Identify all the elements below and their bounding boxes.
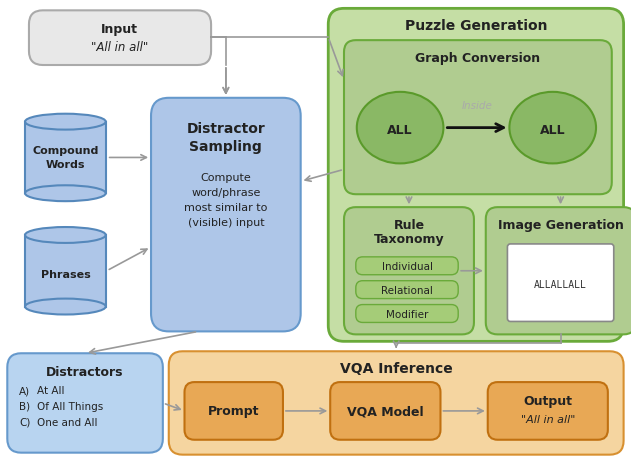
Text: most similar to: most similar to [184, 203, 268, 213]
Text: VQA Model: VQA Model [347, 405, 424, 418]
Ellipse shape [356, 93, 444, 164]
Text: Graph Conversion: Graph Conversion [415, 51, 540, 64]
FancyBboxPatch shape [344, 41, 612, 195]
Text: ALLALLALL: ALLALLALL [534, 279, 587, 289]
Text: Inside: Inside [461, 100, 492, 111]
FancyBboxPatch shape [508, 244, 614, 322]
Ellipse shape [509, 93, 596, 164]
Text: Individual: Individual [381, 261, 433, 271]
Text: Input: Input [101, 23, 138, 36]
Text: Prompt: Prompt [208, 405, 259, 418]
FancyBboxPatch shape [29, 11, 211, 66]
Polygon shape [25, 122, 106, 194]
Text: Distractors: Distractors [46, 365, 124, 378]
Ellipse shape [25, 114, 106, 130]
Ellipse shape [25, 186, 106, 202]
Text: Words: Words [45, 160, 85, 170]
FancyBboxPatch shape [356, 305, 458, 323]
FancyBboxPatch shape [151, 99, 301, 332]
Text: B): B) [19, 401, 30, 411]
Polygon shape [25, 236, 106, 307]
Ellipse shape [25, 299, 106, 315]
Text: At All: At All [37, 385, 65, 395]
Text: "All in all": "All in all" [520, 414, 575, 424]
Text: One and All: One and All [37, 417, 97, 427]
FancyBboxPatch shape [356, 281, 458, 299]
FancyBboxPatch shape [330, 382, 440, 440]
Text: Output: Output [524, 394, 572, 407]
Text: Phrases: Phrases [40, 269, 90, 279]
Text: Rule: Rule [394, 218, 424, 231]
Text: Image Generation: Image Generation [498, 218, 623, 231]
FancyBboxPatch shape [344, 208, 474, 335]
FancyBboxPatch shape [356, 257, 458, 275]
FancyBboxPatch shape [184, 382, 283, 440]
Ellipse shape [25, 227, 106, 244]
Text: ALL: ALL [387, 124, 413, 137]
Text: Compute: Compute [200, 173, 252, 183]
FancyBboxPatch shape [488, 382, 608, 440]
FancyBboxPatch shape [486, 208, 636, 335]
Text: ALL: ALL [540, 124, 566, 137]
Text: Puzzle Generation: Puzzle Generation [404, 19, 547, 33]
Text: "All in all": "All in all" [91, 41, 148, 54]
Text: Modifier: Modifier [386, 309, 428, 319]
Text: Relational: Relational [381, 285, 433, 295]
FancyBboxPatch shape [169, 351, 623, 455]
Text: VQA Inference: VQA Inference [340, 362, 452, 375]
Text: Compound: Compound [32, 146, 99, 156]
Text: Distractor: Distractor [186, 121, 265, 135]
Text: Taxonomy: Taxonomy [374, 233, 444, 246]
Text: word/phrase: word/phrase [191, 188, 260, 198]
Text: (visible) input: (visible) input [188, 218, 264, 227]
FancyBboxPatch shape [7, 353, 163, 453]
Text: C): C) [19, 417, 31, 427]
Text: Of All Things: Of All Things [37, 401, 103, 411]
Text: Sampling: Sampling [189, 139, 262, 153]
FancyBboxPatch shape [328, 9, 623, 342]
Text: A): A) [19, 385, 30, 395]
